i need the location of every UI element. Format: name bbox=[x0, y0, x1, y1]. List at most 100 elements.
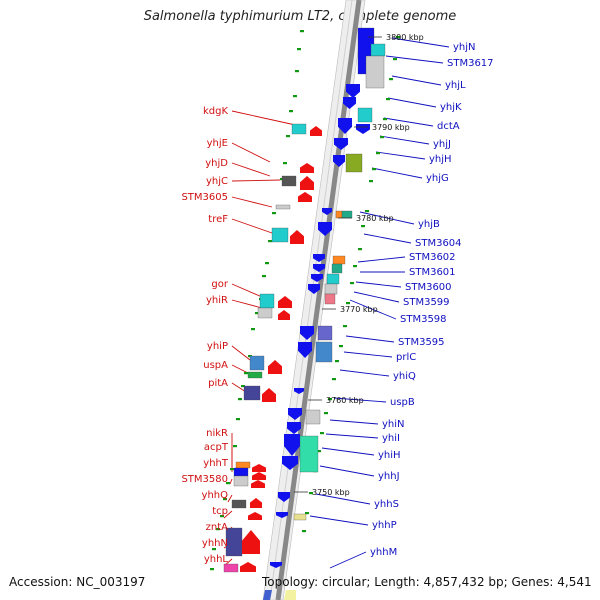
feature-dash bbox=[302, 530, 306, 533]
gene-arrow bbox=[240, 562, 256, 572]
feature-dash bbox=[343, 325, 347, 328]
gene-label-rev: yhhM bbox=[370, 547, 397, 558]
feature-dash bbox=[283, 162, 287, 165]
gene-label-fwd: yhjC bbox=[206, 176, 228, 187]
gene-label-rev: yhhP bbox=[372, 520, 397, 531]
gene-arrow bbox=[313, 254, 325, 262]
feature-dash bbox=[212, 548, 216, 551]
leader-line-rev bbox=[357, 256, 406, 263]
backbone-feature-block bbox=[263, 590, 272, 600]
leader-line-rev bbox=[343, 351, 393, 358]
gene-arrow bbox=[318, 222, 332, 236]
gene-block bbox=[259, 293, 275, 309]
gene-arrow bbox=[288, 408, 302, 420]
gene-arrow bbox=[322, 208, 332, 215]
leader-line-rev bbox=[355, 281, 402, 288]
gene-label-fwd: acpT bbox=[204, 442, 229, 453]
gene-arrow bbox=[251, 480, 265, 488]
gene-label-fwd: yhiR bbox=[206, 295, 228, 306]
gene-arrow bbox=[313, 264, 325, 272]
leader-line-fwd bbox=[231, 283, 263, 298]
gene-label-fwd: yhiP bbox=[207, 341, 228, 352]
leader-line-fwd bbox=[231, 162, 271, 177]
leader-line-rev bbox=[309, 515, 369, 526]
feature-dash bbox=[346, 302, 350, 305]
feature-dash bbox=[244, 372, 248, 375]
leader-line-rev bbox=[333, 397, 387, 403]
gene-arrow bbox=[278, 296, 292, 308]
gene-label-rev: STM3598 bbox=[400, 314, 447, 325]
gene-arrow bbox=[334, 138, 348, 150]
gene-arrow bbox=[287, 422, 301, 434]
gene-arrow bbox=[300, 176, 314, 190]
gene-block bbox=[293, 513, 307, 521]
leader-line-fwd bbox=[227, 494, 233, 503]
feature-dash bbox=[339, 345, 343, 348]
topology-text: Topology: circular; Length: 4,857,432 bp… bbox=[262, 575, 592, 589]
gene-label-rev: yhjG bbox=[426, 173, 449, 184]
gene-arrow bbox=[310, 126, 322, 136]
leader-lines bbox=[223, 37, 450, 569]
gene-label-rev: yhjJ bbox=[433, 139, 451, 150]
feature-blocks bbox=[223, 27, 386, 573]
gene-block bbox=[249, 355, 265, 371]
gene-label-fwd: STM3580 bbox=[181, 474, 228, 485]
gene-block bbox=[225, 527, 243, 557]
gene-block bbox=[247, 371, 263, 379]
feature-dash bbox=[372, 168, 376, 171]
leader-line-rev bbox=[339, 369, 390, 377]
leader-line-rev bbox=[353, 291, 400, 303]
feature-dash bbox=[376, 152, 380, 155]
gene-block bbox=[357, 107, 373, 123]
feature-dash bbox=[220, 515, 224, 518]
leader-line-fwd bbox=[223, 510, 233, 519]
feature-dash bbox=[297, 48, 301, 51]
gene-label-rev: yhhJ bbox=[378, 471, 400, 482]
gene-block bbox=[299, 435, 319, 473]
gene-label-rev: yhiH bbox=[378, 450, 401, 461]
feature-dash bbox=[268, 240, 272, 243]
gene-label-rev: STM3617 bbox=[447, 58, 494, 69]
feature-dash bbox=[216, 528, 220, 531]
leader-line-fwd bbox=[231, 142, 271, 163]
gene-block bbox=[335, 210, 343, 219]
gene-label-rev: uspB bbox=[390, 397, 415, 408]
gene-arrow bbox=[276, 512, 288, 518]
gene-block bbox=[332, 255, 346, 265]
accession-text: Accession: NC_003197 bbox=[9, 575, 146, 589]
leader-line-rev bbox=[315, 493, 371, 505]
leader-line-rev bbox=[319, 465, 375, 477]
feature-dash bbox=[230, 468, 234, 471]
gene-block bbox=[370, 43, 386, 57]
leader-line-rev bbox=[321, 447, 375, 456]
feature-dash bbox=[210, 568, 214, 571]
gene-arrow bbox=[298, 192, 312, 202]
feature-dash bbox=[286, 135, 290, 138]
scale-ticks: 3800 kbp 3790 kbp 3780 kbp 3770 kbp 3760 kbp… bbox=[294, 33, 424, 497]
feature-dash bbox=[361, 225, 365, 228]
gene-label-rev: prlC bbox=[396, 352, 416, 363]
gene-arrow bbox=[278, 492, 290, 502]
feature-dash bbox=[383, 118, 387, 121]
gene-label-fwd: tcp bbox=[212, 506, 228, 517]
feature-dash bbox=[320, 432, 324, 435]
gene-label-fwd: zntA bbox=[206, 522, 229, 533]
gene-label-fwd: yhhN bbox=[202, 538, 228, 549]
feature-dash bbox=[350, 282, 354, 285]
gene-label-rev: yhjK bbox=[440, 102, 462, 113]
gene-block bbox=[324, 293, 336, 305]
gene-arrow bbox=[252, 472, 266, 480]
gene-arrow bbox=[270, 562, 282, 568]
leader-line-rev bbox=[363, 233, 412, 244]
gene-arrow bbox=[343, 97, 356, 109]
feature-dash bbox=[226, 482, 230, 485]
feature-dash bbox=[223, 498, 227, 501]
gene-arrow bbox=[282, 456, 298, 470]
gene-label-rev: yhiI bbox=[382, 433, 400, 444]
feature-dash bbox=[309, 492, 313, 495]
feature-dash bbox=[332, 378, 336, 381]
scale-tick-label: 3770 kbp bbox=[340, 305, 378, 314]
leader-line-fwd bbox=[231, 382, 247, 393]
gene-arrow bbox=[252, 464, 266, 472]
